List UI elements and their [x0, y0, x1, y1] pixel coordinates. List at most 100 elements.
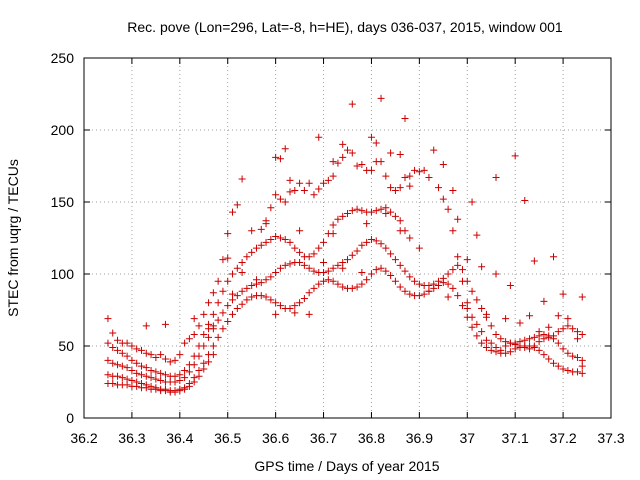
data-point: [348, 207, 356, 215]
data-point: [171, 378, 179, 386]
data-point: [554, 312, 562, 320]
data-point: [353, 247, 361, 255]
data-point: [233, 264, 241, 272]
data-point: [430, 284, 438, 292]
data-point: [391, 212, 399, 220]
data-point: [296, 258, 304, 266]
data-point: [449, 266, 457, 274]
data-point: [492, 270, 500, 278]
data-point: [257, 225, 265, 233]
data-point: [281, 261, 289, 269]
data-point: [415, 280, 423, 288]
data-point: [152, 385, 160, 393]
data-point: [564, 315, 572, 323]
data-point: [526, 312, 534, 320]
data-point: [367, 166, 375, 174]
data-point: [147, 374, 155, 382]
data-point: [296, 248, 304, 256]
data-point: [243, 253, 251, 261]
data-point: [545, 323, 553, 331]
data-point: [262, 276, 270, 284]
data-point: [559, 345, 567, 353]
data-point: [550, 359, 558, 367]
data-point: [305, 310, 313, 318]
data-point: [454, 261, 462, 269]
data-point: [276, 195, 284, 203]
data-point: [142, 322, 150, 330]
data-point: [224, 302, 232, 310]
data-point: [554, 339, 562, 347]
data-point: [329, 172, 337, 180]
data-point: [147, 351, 155, 359]
data-point: [492, 348, 500, 356]
data-point: [109, 343, 117, 351]
data-point: [209, 342, 217, 350]
data-point: [104, 315, 112, 323]
data-point: [248, 248, 256, 256]
data-point: [372, 139, 380, 147]
data-point: [511, 345, 519, 353]
data-point: [118, 362, 126, 370]
data-point: [439, 279, 447, 287]
data-point: [401, 114, 409, 122]
data-point: [157, 369, 165, 377]
data-point: [152, 368, 160, 376]
data-point: [377, 94, 385, 102]
data-point: [334, 159, 342, 167]
y-tick-label: 50: [58, 338, 74, 354]
data-point: [339, 153, 347, 161]
data-point: [363, 276, 371, 284]
data-point: [257, 279, 265, 287]
data-point: [439, 195, 447, 203]
data-point: [559, 290, 567, 298]
data-point: [358, 241, 366, 249]
data-point: [463, 256, 471, 264]
data-point: [521, 197, 529, 205]
data-point: [526, 342, 534, 350]
data-point: [305, 179, 313, 187]
data-point: [487, 322, 495, 330]
data-point: [502, 349, 510, 357]
data-point: [123, 352, 131, 360]
data-point: [334, 215, 342, 223]
data-point: [224, 254, 232, 262]
data-point: [161, 320, 169, 328]
data-point: [444, 293, 452, 301]
data-point: [492, 174, 500, 182]
data-point: [353, 205, 361, 213]
data-point: [401, 174, 409, 182]
x-tick-label: 36.2: [70, 430, 97, 446]
data-point: [396, 150, 404, 158]
data-point: [209, 310, 217, 318]
data-point: [387, 149, 395, 157]
data-point: [463, 305, 471, 313]
data-point: [243, 296, 251, 304]
data-point: [296, 179, 304, 187]
data-point: [161, 387, 169, 395]
data-point: [569, 352, 577, 360]
data-point: [214, 333, 222, 341]
data-point: [554, 328, 562, 336]
data-point: [157, 377, 165, 385]
data-point: [387, 184, 395, 192]
data-point: [118, 349, 126, 357]
data-point: [334, 261, 342, 269]
data-point: [569, 325, 577, 333]
data-point: [248, 282, 256, 290]
data-point: [411, 277, 419, 285]
axis-ticks: [83, 57, 612, 419]
y-tick-label: 150: [51, 194, 75, 210]
data-point: [473, 296, 481, 304]
data-point: [123, 364, 131, 372]
data-point: [195, 352, 203, 360]
data-point: [487, 346, 495, 354]
data-point: [473, 332, 481, 340]
data-point: [272, 310, 280, 318]
data-point: [348, 100, 356, 108]
data-point: [487, 339, 495, 347]
data-point: [468, 323, 476, 331]
data-point: [190, 330, 198, 338]
data-point: [200, 365, 208, 373]
data-point: [109, 379, 117, 387]
data-point: [559, 325, 567, 333]
